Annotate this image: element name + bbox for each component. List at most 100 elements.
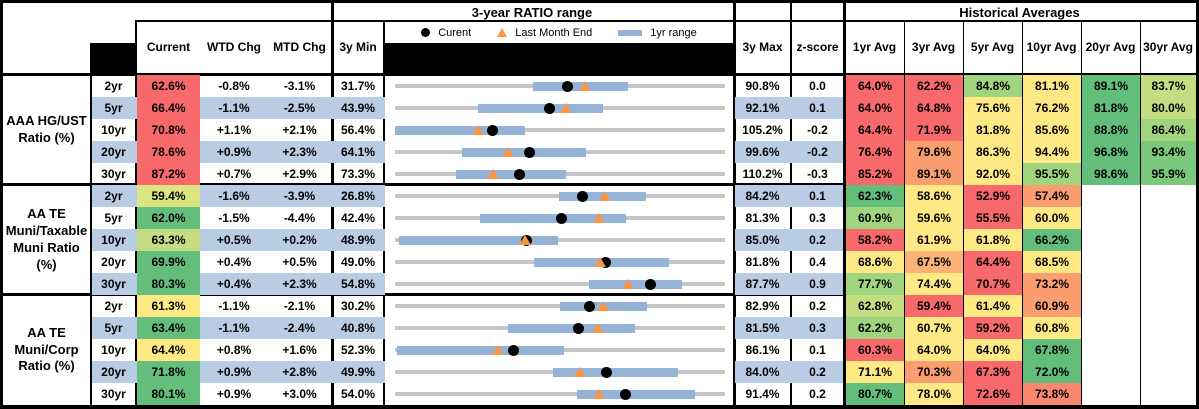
range-bar-1yr	[398, 236, 558, 245]
range-line	[395, 128, 725, 132]
avg-cell: 60.7%	[905, 317, 963, 339]
avg-cell: 60.9%	[1023, 295, 1081, 317]
mtd-chg-cell: +0.2%	[282, 233, 317, 247]
last-month-end-marker	[491, 345, 504, 355]
row-shading	[735, 141, 843, 163]
current-cell: 61.3%	[137, 295, 200, 317]
wtd-chg-cell: +1.1%	[216, 123, 252, 137]
max-3y-cell: 92.1%	[745, 101, 780, 115]
avg-cell	[1082, 207, 1140, 229]
gridline	[135, 20, 1199, 22]
avg-cell: 58.6%	[905, 185, 963, 207]
current-cell: 59.4%	[137, 185, 200, 207]
tenor-label: 30yr	[101, 167, 126, 181]
last-month-end-marker	[598, 191, 611, 201]
avg-cell: 64.8%	[905, 97, 963, 119]
row-shading	[735, 361, 843, 383]
avg-cell	[1082, 273, 1140, 295]
min-3y-cell: 52.3%	[340, 343, 376, 357]
current-cell: 64.4%	[137, 339, 200, 361]
last-month-end-marker	[592, 213, 605, 223]
current-cell: 63.3%	[137, 229, 200, 251]
col-header-3yr-avg: 3yr Avg	[911, 40, 956, 54]
max-3y-cell: 87.7%	[745, 277, 780, 291]
z-score-cell: 0.1	[809, 101, 826, 115]
last-month-end-marker-icon	[497, 28, 508, 37]
col-header-30yr-avg: 30yr Avg	[1143, 40, 1193, 54]
range-chart-section-title: 3-year RATIO range	[471, 5, 593, 20]
avg-cell: 71.1%	[846, 361, 904, 383]
avg-cell: 60.8%	[1023, 317, 1081, 339]
min-3y-cell: 40.8%	[340, 321, 376, 335]
avg-cell: 74.4%	[905, 273, 963, 295]
last-month-end-marker	[472, 125, 485, 135]
avg-cell	[1141, 273, 1196, 295]
tenor-header-black-cell	[92, 43, 135, 73]
avg-cell: 59.4%	[905, 295, 963, 317]
avg-cell: 68.5%	[1023, 251, 1081, 273]
avg-cell: 67.5%	[905, 251, 963, 273]
legend-last-month-end-label: Last Month End	[515, 26, 593, 39]
group-label: AA TE Muni/Corp Ratio (%)	[14, 324, 79, 374]
gridline	[963, 22, 964, 405]
avg-cell	[1141, 383, 1196, 405]
current-cell: 80.3%	[137, 273, 200, 295]
avg-cell: 60.0%	[1023, 207, 1081, 229]
tenor-label: 2yr	[104, 189, 123, 203]
z-score-cell: 0.1	[809, 189, 826, 203]
gridline	[1140, 22, 1141, 405]
legend-1yr-range-label: 1yr range	[650, 26, 697, 39]
last-month-end-marker	[592, 389, 605, 399]
range-line	[395, 238, 725, 242]
range-bar-1yr	[588, 280, 682, 289]
wtd-chg-cell: -1.5%	[218, 211, 250, 225]
avg-cell: 89.1%	[1082, 75, 1140, 97]
mtd-chg-cell: +2.8%	[282, 365, 317, 379]
avg-cell	[1082, 317, 1140, 339]
max-3y-cell: 81.3%	[745, 211, 780, 225]
max-3y-cell: 86.1%	[745, 343, 780, 357]
wtd-chg-cell: +0.9%	[216, 365, 252, 379]
col-header-wtd-chg: WTD Chg	[207, 40, 261, 54]
current-marker	[576, 190, 588, 202]
avg-cell: 80.0%	[1141, 97, 1196, 119]
avg-cell: 94.4%	[1023, 141, 1081, 163]
wtd-chg-cell: +0.4%	[216, 255, 252, 269]
avg-cell: 73.2%	[1023, 273, 1081, 295]
avg-cell: 76.2%	[1023, 97, 1081, 119]
mtd-chg-cell: +2.9%	[282, 167, 317, 181]
current-marker	[543, 102, 555, 114]
avg-cell: 89.1%	[905, 163, 963, 185]
mtd-chg-cell: +0.5%	[282, 255, 317, 269]
current-marker	[524, 146, 536, 158]
min-3y-cell: 43.9%	[340, 101, 376, 115]
avg-cell	[1082, 251, 1140, 273]
avg-cell: 77.7%	[846, 273, 904, 295]
max-3y-cell: 84.0%	[745, 365, 780, 379]
mtd-chg-cell: -4.4%	[283, 211, 316, 225]
avg-cell: 60.3%	[846, 339, 904, 361]
gridline	[1081, 22, 1082, 405]
avg-cell: 59.2%	[964, 317, 1022, 339]
avg-cell: 57.4%	[1023, 185, 1081, 207]
current-marker	[507, 344, 519, 356]
tenor-label: 30yr	[101, 387, 126, 401]
current-marker	[513, 168, 525, 180]
current-cell: 62.0%	[137, 207, 200, 229]
mtd-chg-cell: -2.1%	[283, 299, 316, 313]
current-cell: 62.6%	[137, 75, 200, 97]
avg-cell	[1082, 361, 1140, 383]
z-score-cell: 0.2	[809, 233, 826, 247]
avg-cell: 92.0%	[964, 163, 1022, 185]
current-marker	[645, 278, 657, 290]
avg-cell	[1141, 185, 1196, 207]
last-month-end-marker	[518, 235, 531, 245]
wtd-chg-cell: -1.1%	[218, 321, 250, 335]
current-cell: 66.4%	[137, 97, 200, 119]
current-marker	[562, 80, 574, 92]
avg-cell: 70.7%	[964, 273, 1022, 295]
gridline	[383, 22, 385, 405]
gridline	[135, 22, 137, 405]
mtd-chg-cell: +2.1%	[282, 123, 317, 137]
wtd-chg-cell: -1.1%	[218, 101, 250, 115]
